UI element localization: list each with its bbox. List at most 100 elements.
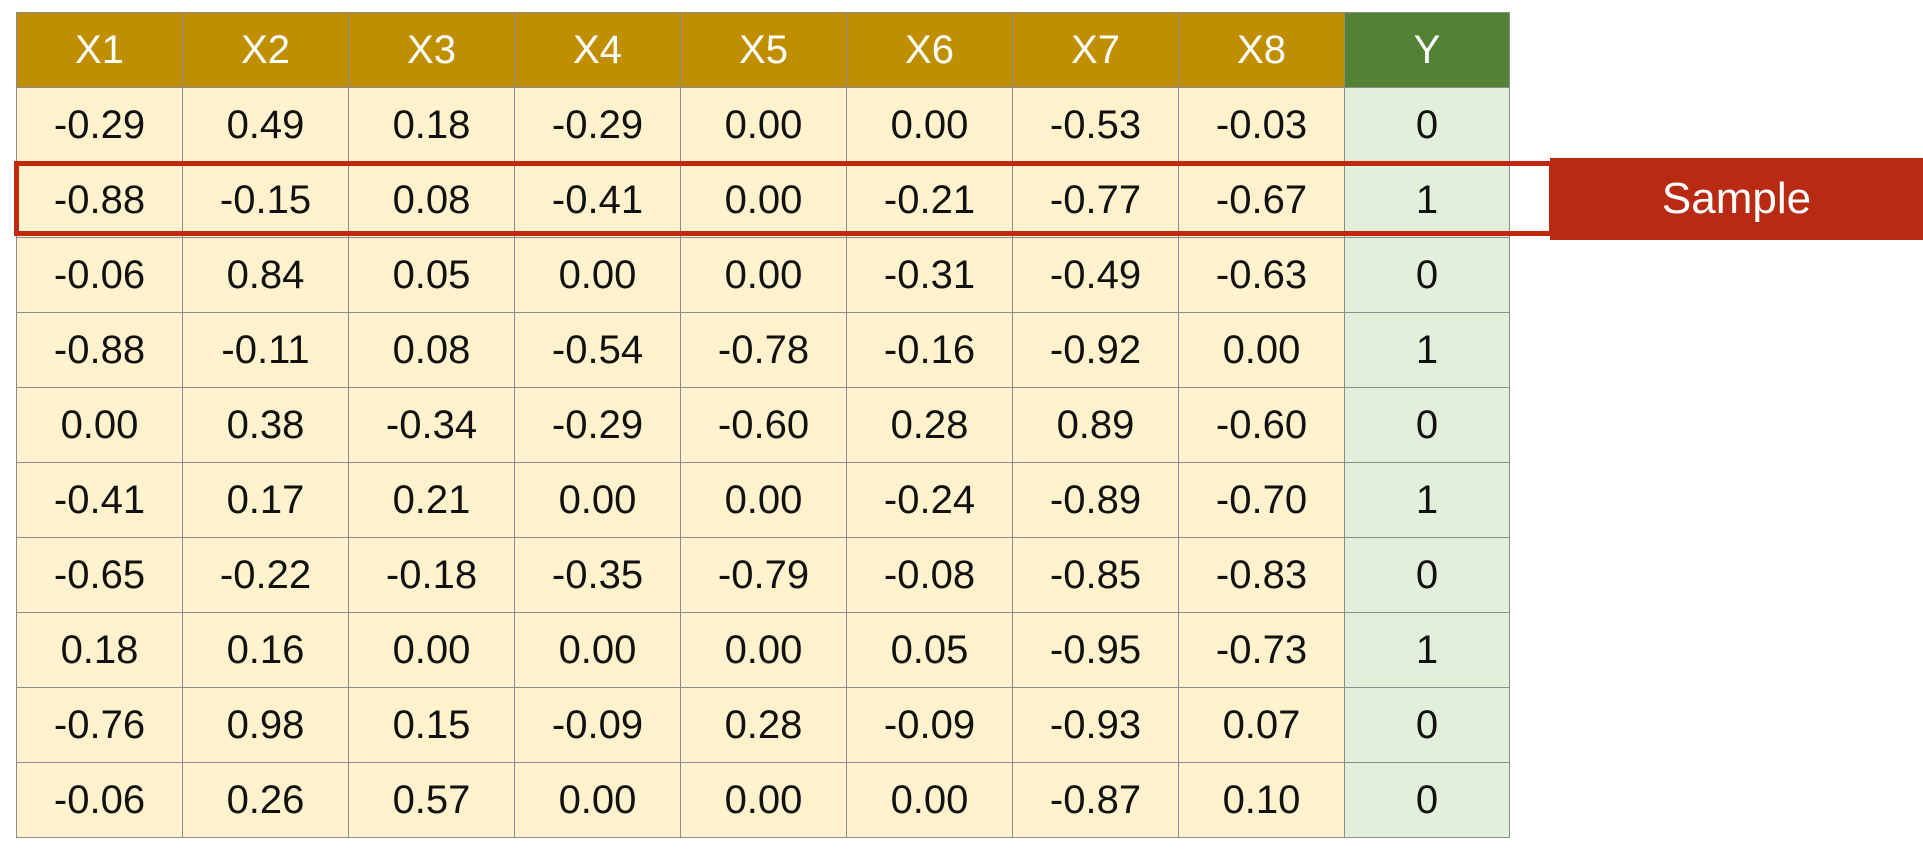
cell-x2: 0.17 [182,462,349,538]
column-header-x8: X8 [1178,12,1345,88]
data-table: X1 X2 X3 X4 X5 X6 X7 X8 Y -0.29 0.49 0.18 -0.29 0.00… [16,12,1510,838]
cell-y: 1 [1344,612,1510,688]
cell-x5: -0.78 [680,312,847,388]
cell-x6: -0.16 [846,312,1013,388]
cell-x2: 0.38 [182,387,349,463]
cell-x5: 0.00 [680,162,847,238]
cell-x3: 0.15 [348,687,515,763]
cell-x7: -0.87 [1012,762,1179,838]
cell-x1: -0.65 [16,537,183,613]
cell-x6: 0.05 [846,612,1013,688]
cell-y: 0 [1344,537,1510,613]
table-row: -0.88 -0.11 0.08 -0.54 -0.78 -0.16 -0.92 0.00 1 [16,312,1510,388]
cell-x6: -0.24 [846,462,1013,538]
cell-y: 0 [1344,762,1510,838]
cell-x4: 0.00 [514,462,681,538]
cell-x2: 0.98 [182,687,349,763]
cell-x8: -0.60 [1178,387,1345,463]
cell-x1: -0.88 [16,312,183,388]
cell-y: 1 [1344,462,1510,538]
cell-x8: -0.67 [1178,162,1345,238]
cell-x3: -0.34 [348,387,515,463]
cell-x7: -0.85 [1012,537,1179,613]
cell-x4: 0.00 [514,612,681,688]
cell-x2: 0.26 [182,762,349,838]
table-row: -0.29 0.49 0.18 -0.29 0.00 0.00 -0.53 -0.03 0 [16,87,1510,163]
cell-x2: -0.11 [182,312,349,388]
cell-x1: 0.18 [16,612,183,688]
cell-x8: 0.07 [1178,687,1345,763]
cell-x7: -0.89 [1012,462,1179,538]
cell-x1: -0.29 [16,87,183,163]
column-header-x2: X2 [182,12,349,88]
sample-label: Sample [1550,158,1923,240]
table-row: -0.41 0.17 0.21 0.00 0.00 -0.24 -0.89 -0.70 1 [16,462,1510,538]
table-row: 0.00 0.38 -0.34 -0.29 -0.60 0.28 0.89 -0.60 0 [16,387,1510,463]
table-row: -0.06 0.26 0.57 0.00 0.00 0.00 -0.87 0.10 0 [16,762,1510,838]
cell-x5: -0.60 [680,387,847,463]
table-row: 0.18 0.16 0.00 0.00 0.00 0.05 -0.95 -0.73 1 [16,612,1510,688]
cell-x6: 0.28 [846,387,1013,463]
cell-x8: -0.03 [1178,87,1345,163]
cell-x7: -0.77 [1012,162,1179,238]
cell-x2: -0.15 [182,162,349,238]
table-row: -0.76 0.98 0.15 -0.09 0.28 -0.09 -0.93 0.07 0 [16,687,1510,763]
column-header-x5: X5 [680,12,847,88]
table-row: -0.06 0.84 0.05 0.00 0.00 -0.31 -0.49 -0.63 0 [16,237,1510,313]
cell-x2: 0.84 [182,237,349,313]
column-header-x4: X4 [514,12,681,88]
cell-x6: -0.08 [846,537,1013,613]
cell-x7: -0.93 [1012,687,1179,763]
cell-x4: -0.29 [514,387,681,463]
cell-x7: -0.95 [1012,612,1179,688]
cell-x7: -0.49 [1012,237,1179,313]
cell-y: 0 [1344,87,1510,163]
table-body: -0.29 0.49 0.18 -0.29 0.00 0.00 -0.53 -0.03 0 -0.… [16,87,1510,838]
cell-y: 0 [1344,387,1510,463]
cell-x5: 0.28 [680,687,847,763]
cell-x3: 0.00 [348,612,515,688]
cell-x5: 0.00 [680,462,847,538]
column-header-y: Y [1344,12,1510,88]
cell-x4: 0.00 [514,762,681,838]
cell-x4: 0.00 [514,237,681,313]
cell-y: 1 [1344,162,1510,238]
cell-x5: 0.00 [680,87,847,163]
cell-x4: -0.54 [514,312,681,388]
cell-x3: 0.21 [348,462,515,538]
cell-x1: -0.06 [16,237,183,313]
cell-y: 0 [1344,687,1510,763]
cell-x4: -0.41 [514,162,681,238]
cell-x6: 0.00 [846,87,1013,163]
cell-x3: 0.05 [348,237,515,313]
cell-x6: 0.00 [846,762,1013,838]
cell-x5: 0.00 [680,237,847,313]
cell-x5: 0.00 [680,762,847,838]
cell-x5: -0.79 [680,537,847,613]
cell-x4: -0.29 [514,87,681,163]
header-row: X1 X2 X3 X4 X5 X6 X7 X8 Y [16,12,1510,88]
table-row: -0.65 -0.22 -0.18 -0.35 -0.79 -0.08 -0.85 -0.83… [16,537,1510,613]
cell-x4: -0.35 [514,537,681,613]
table-header: X1 X2 X3 X4 X5 X6 X7 X8 Y [16,12,1510,88]
cell-x1: -0.88 [16,162,183,238]
cell-x7: -0.92 [1012,312,1179,388]
cell-x1: -0.76 [16,687,183,763]
cell-x6: -0.31 [846,237,1013,313]
cell-x1: -0.06 [16,762,183,838]
cell-y: 0 [1344,237,1510,313]
cell-x1: -0.41 [16,462,183,538]
cell-x3: 0.08 [348,312,515,388]
cell-x8: -0.83 [1178,537,1345,613]
column-header-x1: X1 [16,12,183,88]
cell-x4: -0.09 [514,687,681,763]
cell-x6: -0.21 [846,162,1013,238]
cell-x3: 0.18 [348,87,515,163]
cell-y: 1 [1344,312,1510,388]
cell-x6: -0.09 [846,687,1013,763]
cell-x5: 0.00 [680,612,847,688]
cell-x2: -0.22 [182,537,349,613]
column-header-x7: X7 [1012,12,1179,88]
cell-x8: 0.00 [1178,312,1345,388]
column-header-x3: X3 [348,12,515,88]
